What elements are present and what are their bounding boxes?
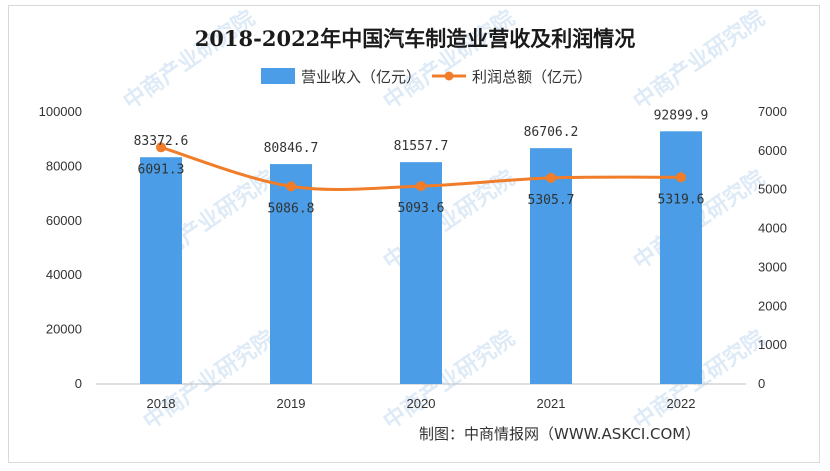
y-left-tick-label: 60000 [46, 213, 82, 228]
legend: 营业收入（亿元） 利润总额（亿元） [261, 68, 592, 86]
y-right-tick-label: 0 [758, 376, 765, 391]
bar-series [140, 131, 702, 384]
profit-value-label: 5319.6 [658, 192, 705, 207]
bar-value-label: 86706.2 [524, 125, 579, 140]
profit-point [676, 172, 686, 183]
legend-line-label: 利润总额（亿元） [472, 68, 592, 86]
bar [660, 131, 702, 384]
profit-value-label: 6091.3 [138, 162, 185, 177]
bar [140, 157, 182, 384]
axes: 0 20000 40000 60000 80000 100000 0 1000 2000 3000… [39, 104, 787, 411]
x-tick-label: 2020 [407, 396, 436, 411]
legend-bar-label: 营业收入（亿元） [301, 68, 421, 86]
bar [530, 148, 572, 384]
y-right-tick-label: 3000 [758, 259, 787, 274]
source-credit: 制图：中商情报网（WWW.ASKCI.COM） [419, 425, 700, 443]
y-left-tick-label: 0 [75, 376, 82, 391]
profit-point [156, 142, 166, 153]
chart-title: 2018-2022年中国汽车制造业营收及利润情况 [195, 26, 636, 51]
x-tick-label: 2019 [277, 396, 306, 411]
x-tick-label: 2021 [537, 396, 566, 411]
profit-point [286, 181, 296, 192]
bar [400, 162, 442, 384]
bar-value-label: 81557.7 [394, 139, 449, 154]
y-right-tick-label: 2000 [758, 298, 787, 313]
bar-value-label: 80846.7 [264, 141, 319, 156]
y-right-tick-label: 7000 [758, 104, 787, 119]
y-right-tick-label: 4000 [758, 221, 787, 236]
x-tick-label: 2018 [147, 396, 176, 411]
profit-value-label: 5093.6 [398, 201, 445, 216]
x-tick-label: 2022 [667, 396, 696, 411]
legend-line-marker [444, 71, 454, 81]
y-left-tick-label: 80000 [46, 158, 82, 173]
profit-value-label: 5305.7 [528, 193, 575, 208]
y-right-tick-label: 6000 [758, 143, 787, 158]
y-right-tick-label: 5000 [758, 182, 787, 197]
watermark-text: 中商产业研究院 [119, 5, 260, 115]
profit-point [546, 172, 556, 183]
data-labels: 83372.6 80846.7 81557.7 86706.2 92899.9 6091.… [134, 108, 709, 216]
profit-point [416, 181, 426, 192]
line-series [156, 142, 686, 192]
watermark-text: 中商产业研究院 [379, 5, 520, 115]
legend-bar-swatch [261, 68, 295, 84]
y-left-tick-label: 20000 [46, 322, 82, 337]
y-left-tick-label: 40000 [46, 267, 82, 282]
bar-value-label: 92899.9 [654, 108, 709, 123]
y-left-tick-label: 100000 [39, 104, 82, 119]
bar-value-label: 83372.6 [134, 134, 189, 149]
y-right-tick-label: 1000 [758, 337, 787, 352]
watermark-text: 中商产业研究院 [629, 5, 770, 115]
bar [270, 164, 312, 384]
watermark-text: 中商产业研究院 [379, 325, 520, 435]
profit-value-label: 5086.8 [268, 201, 315, 216]
